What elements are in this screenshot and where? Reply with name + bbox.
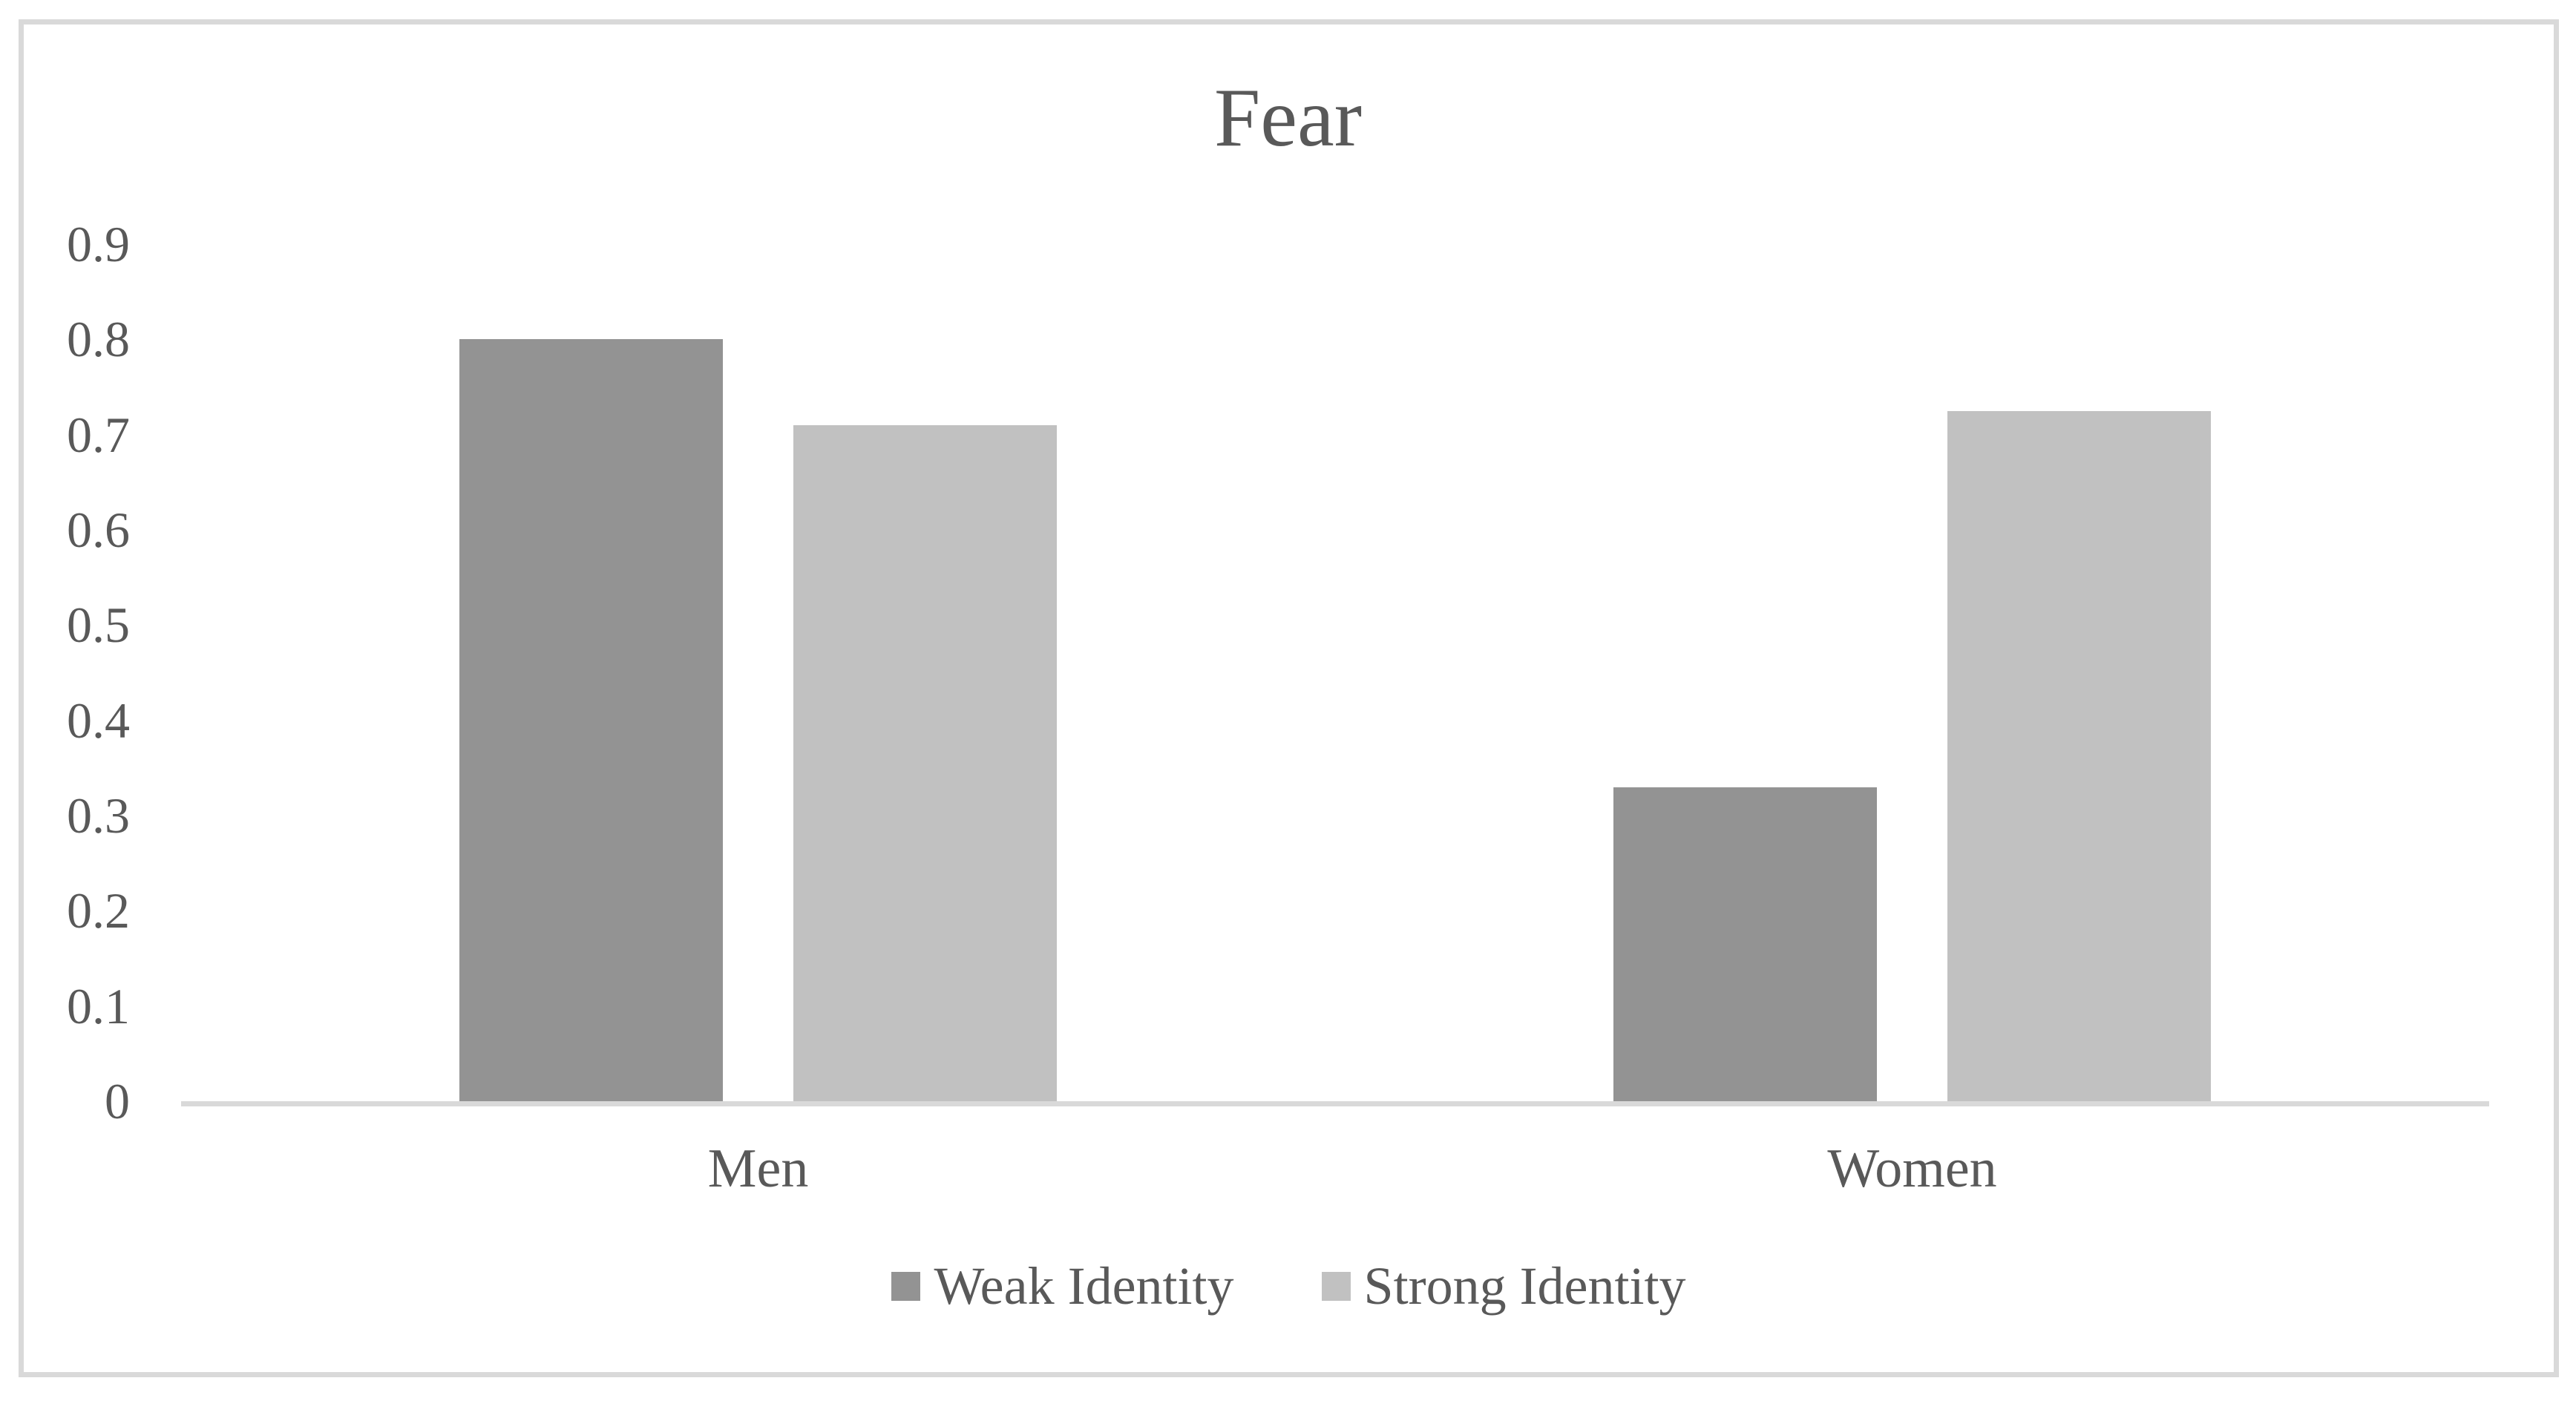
y-tick-label-0-8: 0.8 (67, 311, 130, 368)
legend-item-strong-identity: Strong Identity (1321, 1253, 1686, 1319)
y-tick-label-0-7: 0.7 (67, 406, 130, 463)
x-category-label-men: Men (707, 1138, 809, 1199)
x-category-label-women: Women (1827, 1138, 1997, 1199)
bar-men-weak-identity (459, 339, 723, 1101)
y-tick-label-0-4: 0.4 (67, 692, 130, 749)
legend-swatch-icon-strong-identity (1321, 1271, 1351, 1301)
legend-label-weak-identity: Weak Identity (934, 1256, 1234, 1316)
legend-item-weak-identity: Weak Identity (891, 1253, 1234, 1319)
y-tick-label-0-3: 0.3 (67, 787, 130, 844)
x-axis-category-labels: Men Women (181, 1138, 2489, 1221)
legend: Weak Identity Strong Identity (19, 1253, 2559, 1319)
y-tick-label-0-5: 0.5 (67, 597, 130, 654)
legend-label-strong-identity: Strong Identity (1363, 1256, 1686, 1316)
y-axis-tick-labels: 0 0.1 0.2 0.3 0.4 0.5 0.6 0.7 0.8 0.9 (0, 219, 130, 1126)
y-tick-label-0-9: 0.9 (67, 216, 130, 272)
y-tick-label-0-2: 0.2 (67, 882, 130, 939)
plot-area (181, 244, 2489, 1106)
y-tick-label-0-6: 0.6 (67, 502, 130, 558)
legend-swatch-icon-weak-identity (891, 1271, 921, 1301)
y-tick-label-0-1: 0.1 (67, 977, 130, 1034)
chart-title: Fear (1213, 72, 1362, 164)
bar-women-strong-identity (1947, 410, 2211, 1101)
x-axis-line (181, 1101, 2489, 1106)
bar-women-weak-identity (1613, 787, 1877, 1101)
bar-men-strong-identity (793, 424, 1057, 1101)
y-tick-label-0: 0 (105, 1073, 130, 1129)
